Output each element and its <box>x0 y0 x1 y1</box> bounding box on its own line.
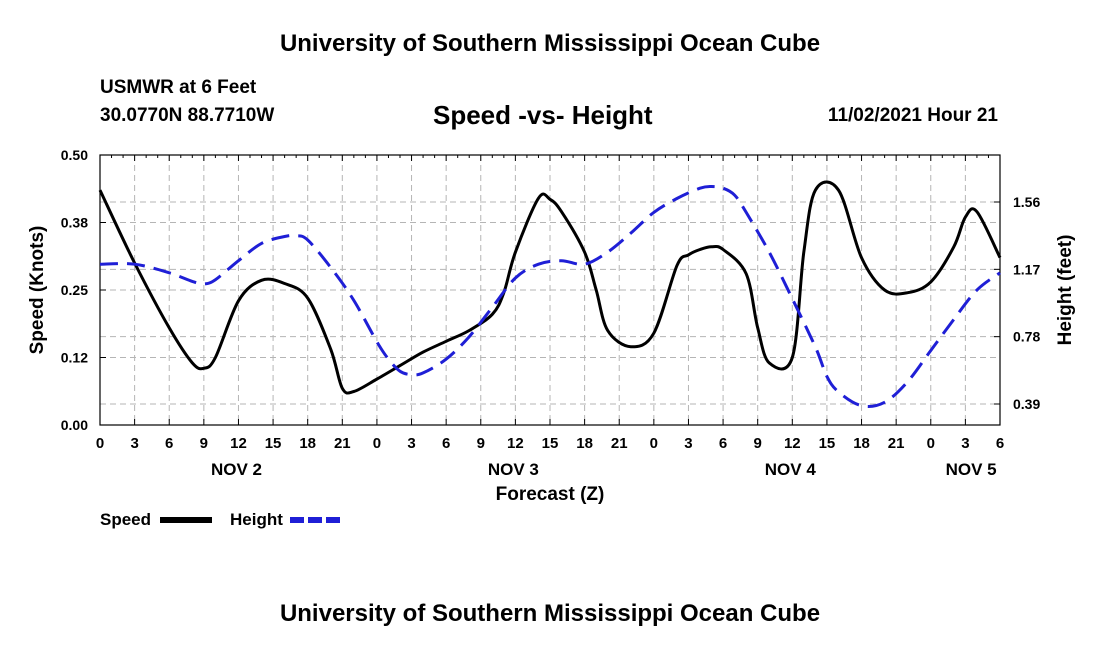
axis-labels: 0 3 6 9 12 15 18 21 0 3 6 9 12 15 18 21 0 3 6 9 12 15 18 21 0 3 6 0… <box>27 147 1076 505</box>
axis-ticks <box>99 154 1001 426</box>
y-tick-label: 0.12 <box>61 350 88 366</box>
forecast-timestamp: 11/02/2021 Hour 21 <box>827 105 998 126</box>
x-axis-title: Forecast (Z) <box>496 484 605 505</box>
legend-label-height: Height <box>230 510 283 529</box>
x-tick-label: 12 <box>507 435 524 452</box>
x-tick-label: 21 <box>611 435 628 452</box>
station-coordinates: 30.0770N 88.7710W <box>100 105 275 126</box>
series-line-height <box>99 184 1001 408</box>
x-tick-label: 0 <box>96 435 104 452</box>
x-tick-label: 12 <box>230 435 247 452</box>
chart-legend: Speed Height <box>100 510 342 529</box>
x-tick-label: 6 <box>996 435 1004 452</box>
chart-subtitle: Speed -vs- Height <box>433 100 653 130</box>
main-title: University of Southern Mississippi Ocean… <box>279 30 821 57</box>
y-tick-label: 0.50 <box>61 147 88 163</box>
x-tick-label: 3 <box>684 435 692 452</box>
x-tick-label: 6 <box>719 435 727 452</box>
day-label: NOV 4 <box>765 460 817 479</box>
y2-tick-label: 0.78 <box>1013 329 1040 345</box>
footer-title: University of Southern Mississippi Ocean… <box>279 600 821 627</box>
x-tick-label: 0 <box>927 435 935 452</box>
x-tick-label: 0 <box>373 435 381 452</box>
x-tick-label: 15 <box>265 435 282 452</box>
x-tick-label: 15 <box>819 435 836 452</box>
legend-label-speed: Speed <box>100 510 151 529</box>
day-label: NOV 5 <box>946 460 997 479</box>
y-tick-label: 0.25 <box>61 282 88 298</box>
y-tick-label: 0.00 <box>61 417 88 433</box>
y2-tick-label: 0.39 <box>1013 396 1040 412</box>
x-tick-label: 3 <box>130 435 138 452</box>
x-tick-label: 9 <box>200 435 208 452</box>
y2-tick-label: 1.17 <box>1013 261 1040 277</box>
x-tick-label: 0 <box>650 435 658 452</box>
station-label: USMWR at 6 Feet <box>100 77 257 98</box>
series-line-speed <box>98 180 1002 395</box>
x-tick-label: 21 <box>334 435 351 452</box>
x-tick-label: 21 <box>888 435 905 452</box>
y2-axis-title: Height (feet) <box>1055 235 1076 346</box>
y2-tick-label: 1.56 <box>1013 194 1040 210</box>
x-tick-label: 15 <box>542 435 559 452</box>
chart-grid <box>100 155 1000 425</box>
x-tick-label: 6 <box>442 435 450 452</box>
chart-series <box>98 180 1002 408</box>
x-tick-label: 3 <box>407 435 415 452</box>
x-tick-label: 18 <box>576 435 593 452</box>
day-label: NOV 2 <box>211 460 262 479</box>
x-tick-label: 18 <box>853 435 870 452</box>
x-tick-label: 12 <box>784 435 801 452</box>
x-tick-label: 9 <box>754 435 762 452</box>
x-tick-label: 3 <box>961 435 969 452</box>
day-label: NOV 3 <box>488 460 539 479</box>
x-tick-label: 18 <box>299 435 316 452</box>
x-tick-label: 6 <box>165 435 173 452</box>
y-tick-label: 0.38 <box>61 215 88 231</box>
y-axis-title: Speed (Knots) <box>27 226 48 355</box>
x-tick-label: 9 <box>477 435 485 452</box>
